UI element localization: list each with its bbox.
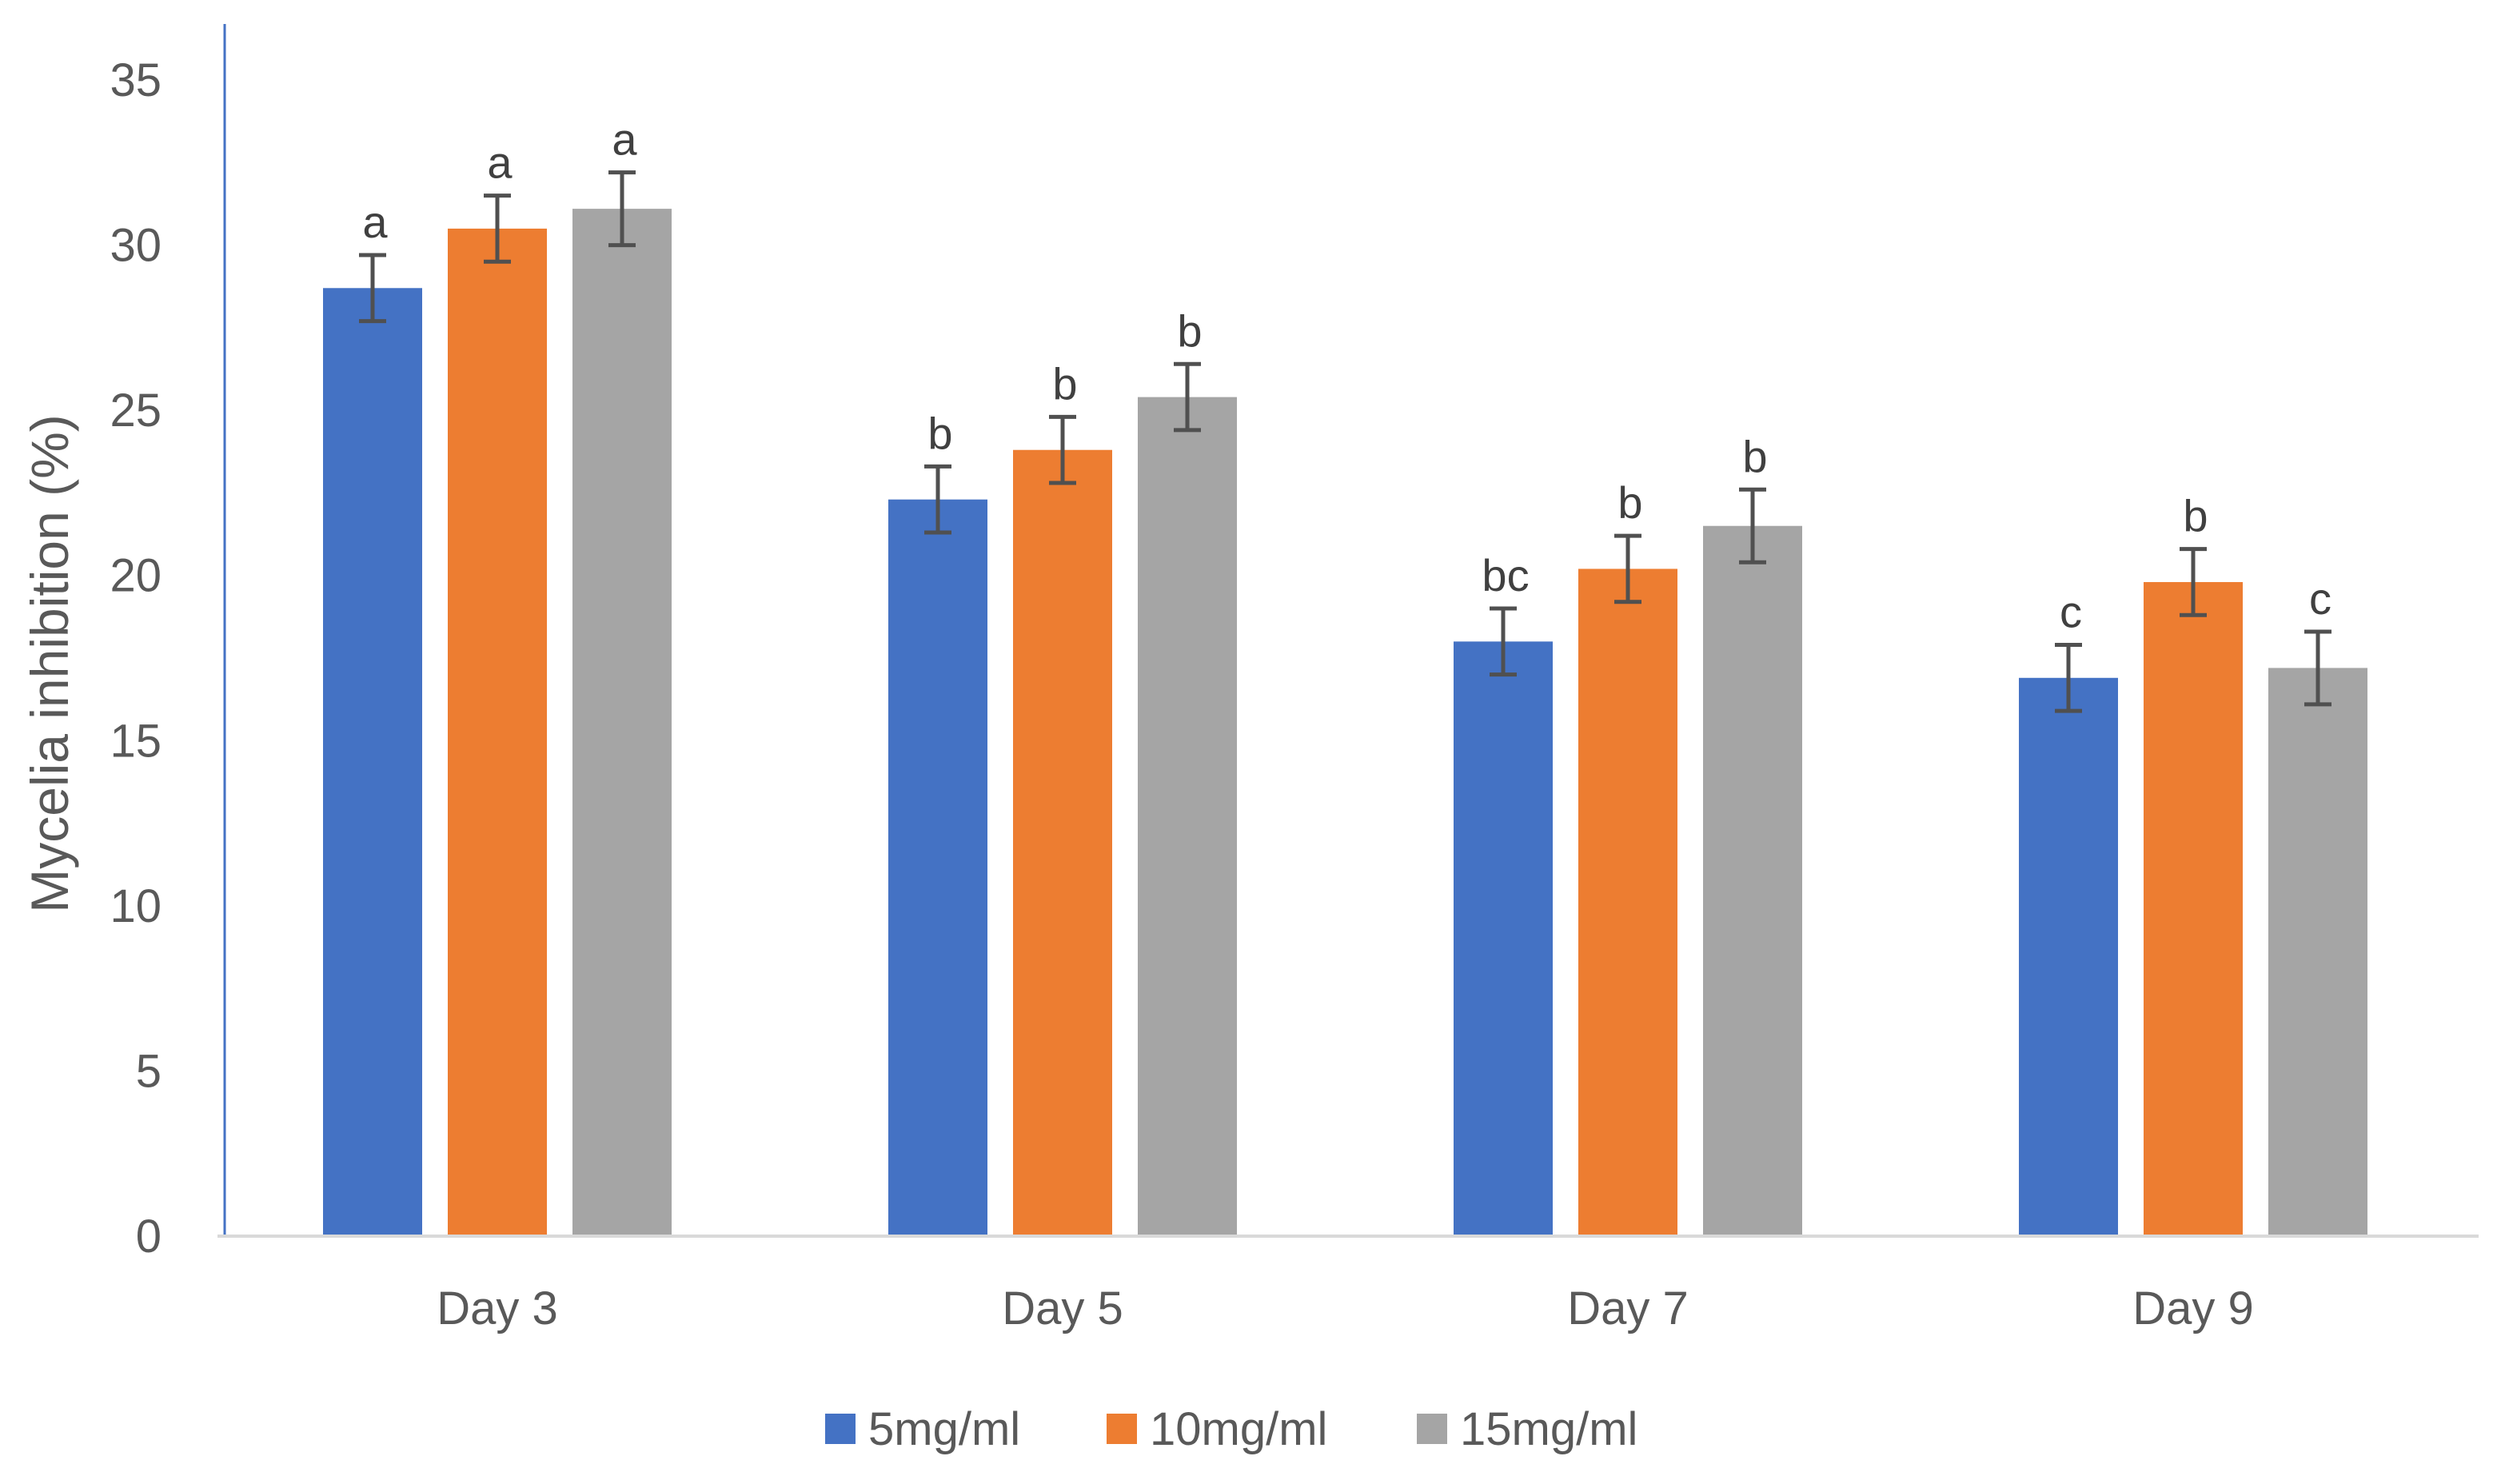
bar (1578, 568, 1677, 1236)
x-category-label: Day 5 (1002, 1283, 1123, 1334)
significance-letter: b (927, 408, 952, 458)
bar (2144, 581, 2243, 1236)
significance-letter: b (1052, 358, 1077, 409)
bar (1138, 397, 1237, 1236)
bar (1454, 641, 1553, 1236)
legend-swatch (825, 1414, 856, 1444)
bar (448, 228, 547, 1236)
legend-swatch (1107, 1414, 1137, 1444)
y-tick-label: 30 (110, 220, 162, 272)
y-tick-label: 5 (136, 1045, 162, 1097)
bar (323, 288, 422, 1236)
bar (2019, 677, 2118, 1236)
x-category-label: Day 7 (1567, 1283, 1689, 1334)
legend-label: 10mg/ml (1150, 1403, 1327, 1455)
x-category-label: Day 9 (2132, 1283, 2254, 1334)
y-tick-label: 10 (110, 880, 162, 932)
x-axis-categories: Day 3 Day 5 Day 7 Day 9 (437, 1283, 2254, 1334)
significance-letter: a (362, 197, 388, 247)
significance-letter: b (2183, 491, 2208, 541)
legend: 5mg/ml 10mg/ml 15mg/ml (825, 1403, 1637, 1455)
error-bars (359, 170, 2331, 713)
bar (572, 209, 672, 1236)
significance-letter: c (2060, 586, 2082, 636)
y-axis-ticks: 0 5 10 15 20 25 30 35 (110, 54, 162, 1263)
y-tick-label: 15 (110, 715, 162, 767)
legend-label: 15mg/ml (1460, 1403, 1637, 1455)
significance-letter: a (612, 114, 637, 165)
significance-letter: a (487, 138, 513, 188)
legend-swatch (1417, 1414, 1447, 1444)
significance-letter: b (1177, 305, 1202, 356)
bars (323, 209, 2367, 1236)
legend-label: 5mg/ml (868, 1403, 1020, 1455)
significance-letter: c (2309, 573, 2331, 624)
y-axis-label: Mycelia inhibition (%) (20, 414, 79, 913)
significance-letter: b (1617, 477, 1642, 528)
significance-letter: bc (1482, 550, 1529, 600)
y-tick-label: 0 (136, 1211, 162, 1263)
y-tick-label: 20 (110, 550, 162, 602)
bar (2268, 668, 2367, 1236)
bar (888, 499, 987, 1236)
bar (1703, 525, 1802, 1236)
bar (1013, 449, 1112, 1236)
y-tick-label: 25 (110, 385, 162, 437)
y-tick-label: 35 (110, 54, 162, 106)
x-category-label: Day 3 (437, 1283, 558, 1334)
significance-letter: b (1742, 431, 1767, 481)
